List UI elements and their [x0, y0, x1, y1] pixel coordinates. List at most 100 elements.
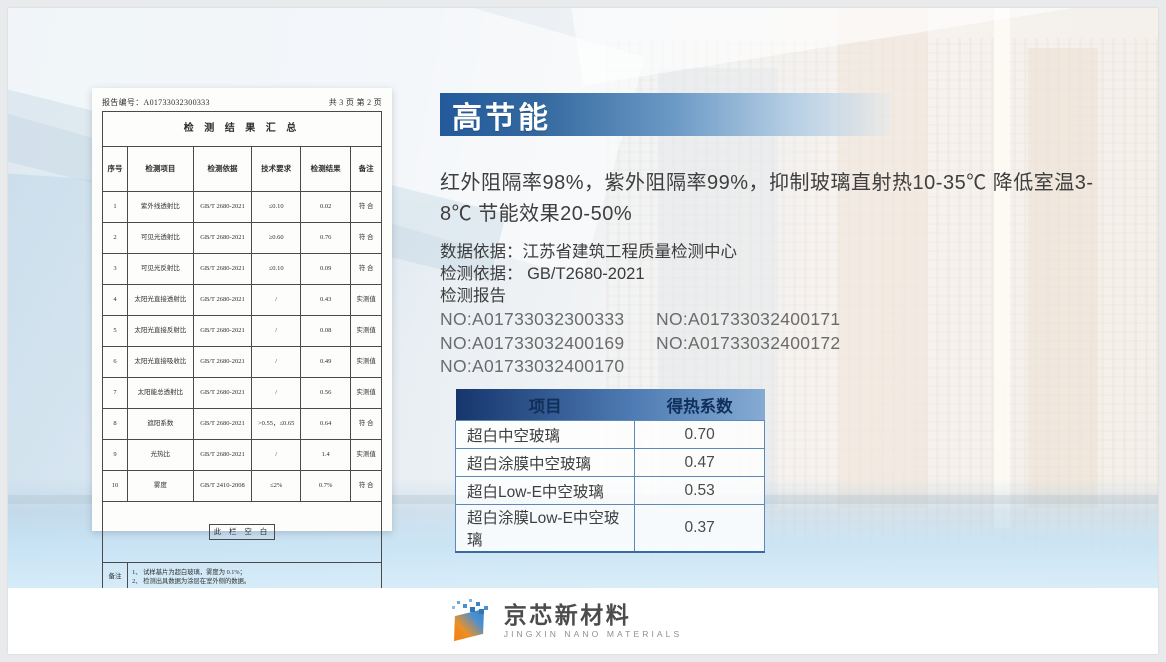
table-cell: 10: [101, 470, 129, 502]
table-cell: 7: [101, 377, 129, 409]
table-cell: ≤0.10: [251, 253, 302, 285]
table-cell: 0.53: [634, 476, 765, 505]
table-cell: 9: [101, 439, 129, 471]
table-cell: 符 合: [350, 222, 382, 254]
table-cell: 遮阳系数: [127, 408, 194, 440]
basis-block: 数据依据：江苏省建筑工程质量检测中心 检测依据： GB/T2680-2021 检…: [440, 241, 737, 307]
table-cell: 可见光反射比: [127, 253, 194, 285]
table-cell: /: [251, 315, 302, 347]
report-title: 检 测 结 果 汇 总: [102, 111, 382, 147]
table-row: 8 遮阳系数 GB/T 2680-2021 >0.55，≤0.65 0.64 符 合: [101, 408, 382, 440]
table-row: 超白涂膜Low-E中空玻璃 0.37: [454, 504, 765, 553]
table-cell: 0.70: [634, 420, 765, 449]
table-row: 1 紫外线透射比 GB/T 2680-2021 ≤0.10 0.02 符 合: [101, 191, 382, 223]
table-row: 4 太阳光直接透射比 GB/T 2680-2021/0.43 实测值: [101, 284, 382, 316]
table-cell: 符 合: [350, 470, 382, 502]
table-cell: GB/T 2680-2021: [192, 191, 253, 223]
test-report-scan: 报告编号：A01733032300333 共 3 页 第 2 页 检 测 结 果…: [92, 88, 392, 592]
table-cell: 项目: [455, 389, 635, 421]
table-cell: GB/T 2680-2021: [192, 408, 253, 440]
table-cell: GB/T 2680-2021: [192, 377, 253, 409]
table-cell: 实测值: [350, 315, 382, 347]
table-cell: 0.7%: [300, 470, 352, 502]
report-column-headers: 序号 检测项目 检测依据 技术要求 检测结果 备注: [101, 146, 382, 192]
table-cell: 符 合: [350, 408, 382, 440]
table-cell: 8: [101, 408, 129, 440]
table-cell: ≥0.60: [251, 222, 302, 254]
table-cell: GB/T 2680-2021: [192, 253, 253, 285]
building-silhouette: [994, 8, 1010, 528]
table-cell: >0.55，≤0.65: [251, 408, 302, 440]
table-row: 9 光热比 GB/T 2680-2021/1.4 实测值: [101, 439, 382, 471]
heat-table-body: 超白中空玻璃 0.70 超白涂膜中空玻璃 0.47 超白Low-E中空玻璃 0.53 超白涂…: [454, 420, 765, 553]
table-cell: ≤0.10: [251, 191, 302, 223]
table-row: 2 可见光透射比 GB/T 2680-2021 ≥0.60 0.76 符 合: [101, 222, 382, 254]
table-row: 超白中空玻璃 0.70: [454, 420, 765, 449]
table-cell: 紫外线透射比: [127, 191, 194, 223]
test-basis-line: 检测依据： GB/T2680-2021: [440, 265, 645, 283]
table-cell: 0.47: [634, 448, 765, 477]
table-cell: 备注: [350, 146, 382, 192]
table-cell: 0.43: [300, 284, 352, 316]
table-cell: GB/T 2680-2021: [192, 222, 253, 254]
section-title: 高节能: [452, 101, 551, 135]
list-item: NO:A01733032300333: [440, 309, 625, 329]
table-cell: ≤2%: [251, 470, 302, 502]
heat-table-header: 项目 得热系数: [455, 389, 765, 421]
table-cell: 6: [101, 346, 129, 378]
company-logo: 京芯新材料 JINGXIN NANO MATERIALS: [448, 597, 683, 645]
table-cell: 0.37: [634, 504, 765, 553]
list-item: NO:A01733032400171: [656, 309, 841, 329]
notes-list: 1、 试样基片为超白玻璃，雾度为 0.1%； 2、 检测出具数据为涂层在室外侧的数…: [129, 568, 381, 587]
table-cell: 检测依据: [192, 146, 253, 192]
table-cell: 4: [101, 284, 129, 316]
list-item: NO:A01733032400172: [656, 332, 841, 353]
table-cell: 5: [101, 315, 129, 347]
table-row: 10 雾度 GB/T 2410-2008 ≤2% 0.7% 符 合: [101, 470, 382, 502]
table-cell: 超白Low-E中空玻璃: [454, 476, 636, 505]
report-page-indicator: 共 3 页 第 2 页: [328, 98, 382, 107]
table-row: 超白Low-E中空玻璃 0.53: [454, 476, 765, 505]
table-cell: 0.64: [300, 408, 352, 440]
report-header-row: 报告编号：A01733032300333 共 3 页 第 2 页: [102, 97, 382, 108]
table-cell: 光热比: [127, 439, 194, 471]
table-cell: 太阳光直接反射比: [127, 315, 194, 347]
table-cell: 检测项目: [127, 146, 194, 192]
table-cell: 0.76: [300, 222, 352, 254]
table-cell: 超白涂膜Low-E中空玻璃: [454, 504, 636, 553]
building-silhouette: [1028, 48, 1098, 508]
table-cell: /: [251, 439, 302, 471]
table-cell: 符 合: [350, 191, 382, 223]
slide-footer: 京芯新材料 JINGXIN NANO MATERIALS: [8, 588, 1158, 654]
building-silhouette: [838, 8, 928, 508]
table-cell: GB/T 2680-2021: [192, 346, 253, 378]
table-cell: 符 合: [350, 253, 382, 285]
table-cell: GB/T 2680-2021: [192, 315, 253, 347]
table-cell: 0.09: [300, 253, 352, 285]
table-cell: /: [251, 377, 302, 409]
table-cell: 雾度: [127, 470, 194, 502]
list-item: NO:A01733032400169: [440, 332, 625, 353]
notes-label: 备注: [101, 562, 129, 592]
table-cell: /: [251, 284, 302, 316]
table-row: 3 可见光反射比 GB/T 2680-2021 ≤0.10 0.09 符 合: [101, 253, 382, 285]
logo-company-name: 京芯新材料: [503, 601, 632, 628]
report-notes-row: 备注 1、 试样基片为超白玻璃，雾度为 0.1%； 2、 检测出具数据为涂层在室外…: [101, 562, 382, 592]
logo-icon: [448, 597, 494, 645]
table-cell: 实测值: [350, 284, 382, 316]
blank-column-stamp: 此 栏 空 白: [208, 524, 276, 540]
table-cell: /: [251, 346, 302, 378]
report-result-rows: 1 紫外线透射比 GB/T 2680-2021 ≤0.10 0.02 符 合 2 可见光透射比…: [101, 191, 382, 502]
table-cell: 可见光透射比: [127, 222, 194, 254]
table-cell: 2: [101, 222, 129, 254]
table-cell: 太阳光直接吸收比: [127, 346, 194, 378]
table-row: 5 太阳光直接反射比 GB/T 2680-2021/0.08 实测值: [101, 315, 382, 347]
logo-company-name-en: JINGXIN NANO MATERIALS: [503, 628, 683, 639]
table-cell: GB/T 2680-2021: [192, 284, 253, 316]
list-item: 1、 试样基片为超白玻璃，雾度为 0.1%；: [132, 568, 246, 576]
list-item: 2、 检测出具数据为涂层在室外侧的数据。: [132, 578, 251, 585]
table-cell: 0.56: [300, 377, 352, 409]
report-label-line: 检测报告: [440, 287, 506, 305]
table-cell: 0.02: [300, 191, 352, 223]
table-cell: 实测值: [350, 439, 382, 471]
